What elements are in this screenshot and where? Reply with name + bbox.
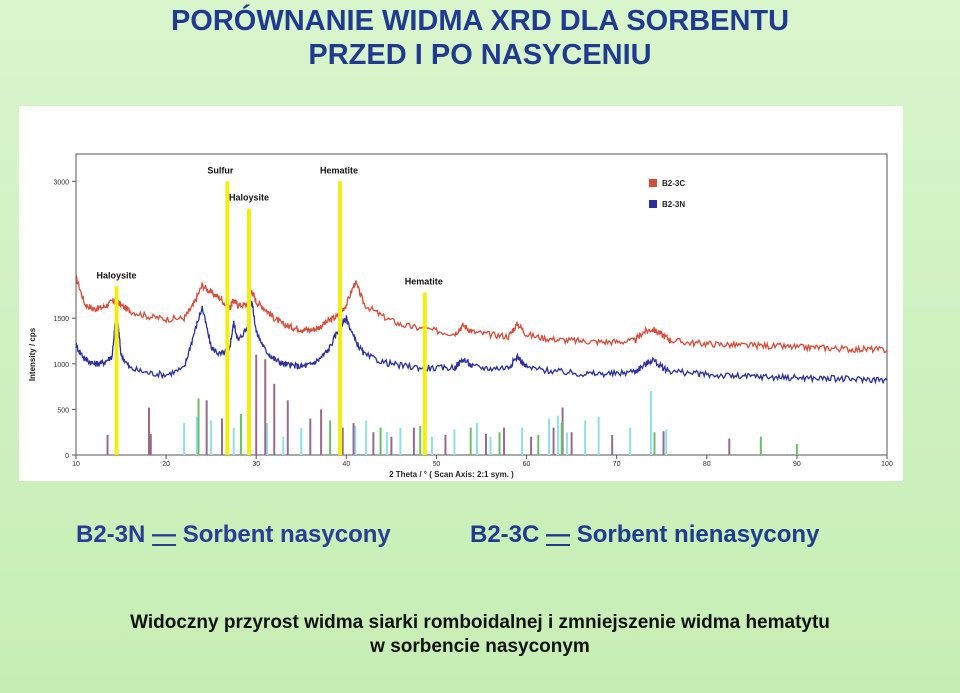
x-tick-label-0: 10 — [72, 461, 80, 468]
slide-title-line1: PORÓWNANIE WIDMA XRD DLA SORBENTU — [170, 5, 790, 37]
legend-b2-3c-code: B2-3C — [470, 521, 540, 548]
legend-swatch-1 — [649, 200, 657, 208]
x-tick-label-7: 80 — [703, 461, 711, 468]
series-line-b2-3c — [75, 274, 888, 355]
y-tick-label-2: 1000 — [53, 362, 69, 369]
conclusion-note-line2: w sorbencie nasyconym — [370, 636, 590, 657]
legend-b2-3c-dash: — — [546, 521, 571, 548]
x-tick-label-9: 100 — [881, 461, 893, 468]
xrd-chart-panel: Haloysite Sulfur Haloysite Hematite Hematite… — [19, 106, 903, 481]
x-tick-label-6: 70 — [613, 461, 621, 468]
conclusion-note: Widoczny przyrost widma siarki romboidal… — [0, 611, 960, 659]
x-tick-label-8: 90 — [793, 461, 801, 468]
y-tick-label-0: 0 — [65, 453, 69, 460]
conclusion-note-line1: Widoczny przyrost widma siarki romboidal… — [130, 612, 830, 633]
plot-frame — [75, 153, 888, 456]
y-tick-label-4: 3000 — [53, 179, 69, 186]
legend-b2-3c-desc: Sorbent nienasycony — [576, 521, 820, 548]
x-axis-label: 2 Theta / ° ( Scan Axis: 2:1 sym. ) — [389, 470, 514, 479]
series-line-b2-3n — [75, 301, 888, 385]
y-tick-label-3: 1500 — [53, 316, 69, 323]
legend-b2-3n-desc: Sorbent nasycony — [182, 521, 391, 548]
legend-label-0: B2-3C — [662, 179, 685, 188]
legend-b2-3c: B2-3C — Sorbent nienasycony — [470, 521, 819, 549]
phase-marker-label-3: Hematite — [320, 165, 358, 175]
legend-swatch-0 — [649, 179, 657, 187]
y-tick-label-1: 500 — [57, 407, 69, 414]
phase-marker-label-0: Haloysite — [97, 270, 137, 280]
legend-b2-3n-dash: — — [152, 521, 177, 548]
phase-marker-label-2: Haloysite — [229, 193, 269, 203]
legend-b2-3n: B2-3N — Sorbent nasycony — [76, 521, 391, 549]
x-tick-label-1: 20 — [162, 461, 170, 468]
x-tick-label-3: 40 — [342, 461, 350, 468]
slide-title-line2: PRZED I PO NASYCENIU — [308, 39, 652, 71]
y-axis-label: Intensity / cps — [28, 327, 37, 381]
x-tick-label-2: 30 — [252, 461, 260, 468]
legend-label-1: B2-3N — [662, 200, 685, 209]
phase-marker-label-4: Hematite — [405, 277, 443, 287]
slide-title: PORÓWNANIE WIDMA XRD DLA SORBENTU PRZED … — [0, 4, 960, 72]
x-tick-label-5: 60 — [523, 461, 531, 468]
x-tick-label-4: 50 — [433, 461, 441, 468]
legend-b2-3n-code: B2-3N — [76, 521, 146, 548]
phase-marker-label-1: Sulfur — [207, 165, 233, 175]
xrd-chart: Haloysite Sulfur Haloysite Hematite Hematite… — [28, 153, 893, 479]
